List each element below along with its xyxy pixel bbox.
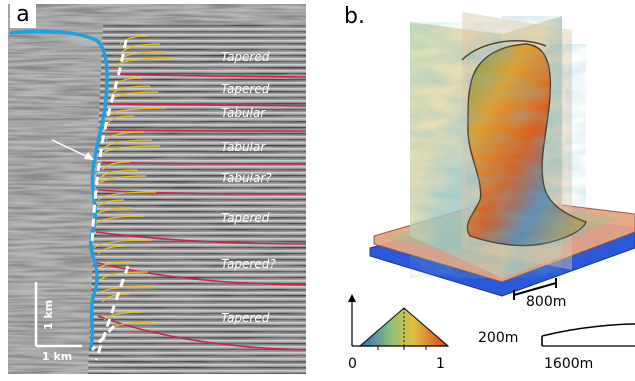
colorbar-tick-1: 1	[436, 356, 445, 372]
dashed-line	[90, 39, 128, 245]
colorbar-tick-0: 0	[348, 356, 357, 372]
yellow-reflector	[95, 199, 125, 209]
yellow-reflector	[101, 161, 131, 171]
scale-label-1600m: 1600m	[544, 356, 594, 372]
facies-label: Tabular?	[221, 171, 272, 185]
yellow-reflector	[99, 271, 149, 281]
facies-label: Tapered?	[221, 257, 276, 271]
horizon-line	[97, 315, 306, 351]
facies-label: Tapered	[221, 82, 270, 96]
yellow-reflector	[107, 107, 167, 117]
horizon-line	[93, 261, 306, 286]
horizon-line	[104, 129, 306, 132]
yellow-reflector	[105, 131, 145, 141]
yellow-reflector	[101, 145, 161, 155]
dashed-line	[94, 265, 130, 361]
facies-label: Tapered	[221, 311, 270, 325]
panel-label-b: b.	[344, 4, 365, 29]
blue-boundary-line	[9, 29, 109, 350]
scale-label-vertical: 1 km	[42, 299, 55, 330]
yellow-reflector	[101, 293, 131, 303]
horizon-line	[107, 103, 306, 107]
scale-bar-800m	[513, 278, 557, 300]
yellow-reflector	[93, 239, 153, 249]
facies-label: Tapered	[221, 211, 270, 225]
scale-label-horizontal: 1 km	[42, 350, 73, 363]
yellow-reflector	[95, 215, 145, 225]
yellow-reflector	[103, 139, 153, 149]
panel-label-a: a	[10, 4, 36, 28]
horizon-line	[95, 231, 306, 245]
white-arrow	[51, 139, 94, 160]
facies-label: Tabular	[221, 106, 266, 120]
yellow-reflector	[121, 43, 161, 53]
seismic-section-panel: a Tapered Tapered Tabular Tabular Tabula…	[8, 4, 306, 374]
yellow-reflector	[97, 191, 157, 201]
yellow-reflector	[119, 35, 149, 45]
yellow-reflector	[103, 311, 143, 321]
scale-bar	[34, 282, 82, 348]
dashed-line	[90, 324, 116, 352]
yellow-reflector	[111, 85, 151, 95]
yellow-reflector	[97, 245, 127, 255]
yellow-reflector	[97, 175, 147, 185]
horizon-line	[115, 73, 306, 78]
yellow-reflector	[115, 57, 175, 67]
3d-volume-image	[348, 12, 635, 350]
facies-label: Tabular	[221, 140, 266, 154]
white-dashed-lines	[90, 39, 130, 361]
scale-bracket-1600m	[541, 323, 635, 346]
yellow-reflector	[99, 169, 139, 179]
scale-label-200m: 200m	[478, 330, 519, 346]
3d-volume-panel: b. 800m 200m 1600m 0 1	[312, 0, 635, 381]
yellow-reflector	[97, 285, 157, 295]
horizon-line	[97, 189, 306, 195]
facies-label: Tapered	[221, 50, 270, 64]
scale-label-800m: 800m	[526, 294, 567, 310]
seismic-section-image	[8, 4, 306, 374]
yellow-reflector	[117, 51, 167, 61]
colorbar	[348, 294, 450, 350]
